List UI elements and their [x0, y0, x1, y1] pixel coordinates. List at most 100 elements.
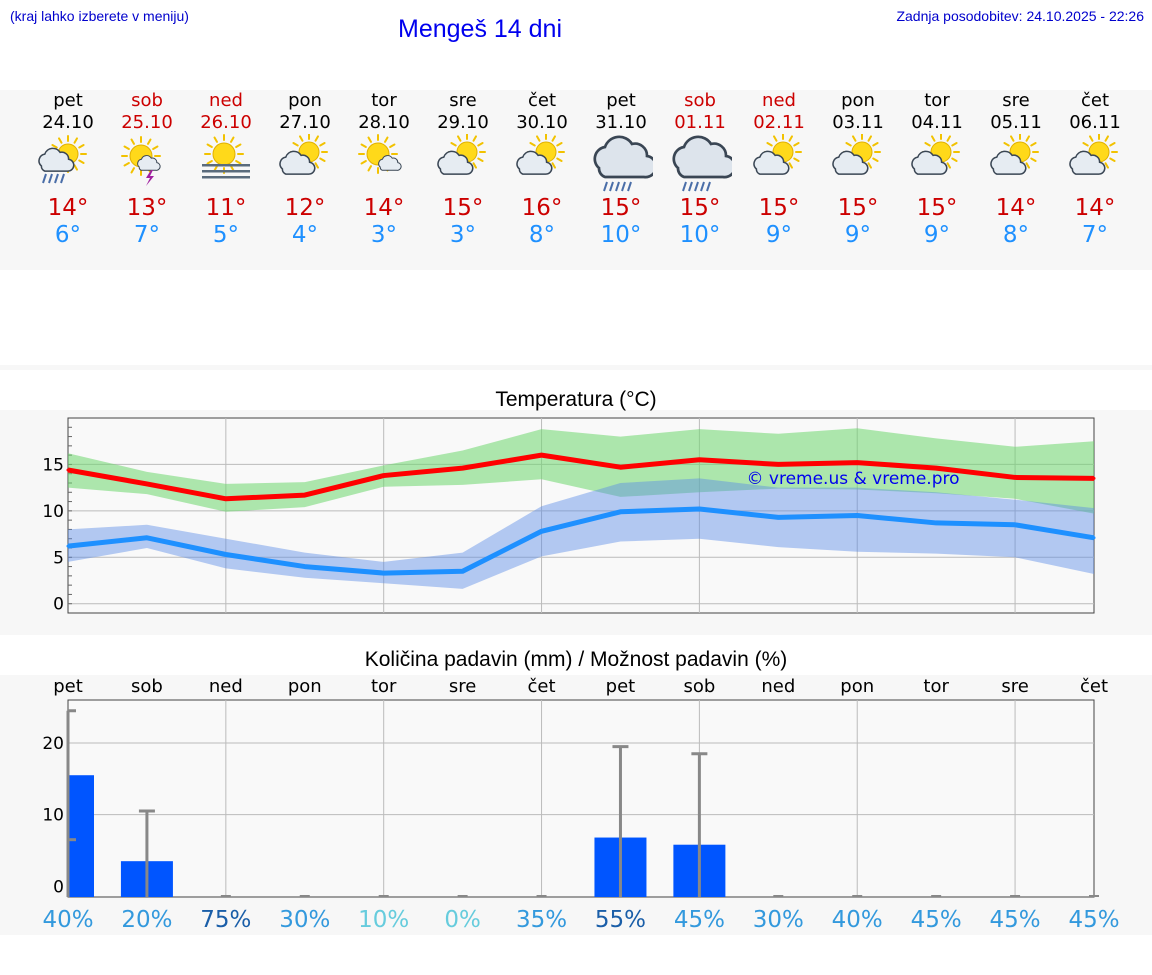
x-day-label: čet: [528, 676, 556, 697]
min-temp: 9°: [844, 222, 872, 248]
max-temp: 12°: [284, 195, 326, 221]
min-temp: 7°: [133, 222, 161, 248]
max-temp: 15°: [600, 195, 642, 221]
day-column: pet 31.10 15° 10°: [581, 90, 661, 248]
min-temp-point: [934, 521, 938, 525]
min-temp-point: [618, 510, 622, 514]
page-title: Mengeš 14 dni: [398, 15, 563, 43]
x-day-label: pon: [840, 676, 874, 697]
day-name: sre: [449, 90, 477, 111]
day-date: 30.10: [516, 112, 568, 133]
cloud-rain-icon: [660, 134, 740, 194]
max-temp: 15°: [837, 195, 879, 221]
max-temp-point: [461, 466, 465, 470]
day-name: pet: [53, 90, 83, 111]
x-day-label: sob: [131, 676, 163, 697]
day-date: 25.10: [121, 112, 173, 133]
max-temp-line: [67, 452, 1095, 502]
max-temp-point: [224, 497, 228, 501]
x-day-label: sob: [683, 676, 715, 697]
x-day-label: sre: [1001, 676, 1028, 697]
day-date: 06.11: [1069, 112, 1121, 133]
day-date: 27.10: [279, 112, 331, 133]
x-day-label: čet: [1080, 676, 1108, 697]
x-day-label: sre: [449, 676, 476, 697]
day-date: 28.10: [358, 112, 410, 133]
day-date: 04.11: [911, 112, 963, 133]
sun-cloud-icon: [832, 134, 881, 175]
day-name: pon: [288, 90, 322, 111]
min-temp: 7°: [1081, 222, 1109, 248]
precip-probability: 45%: [911, 907, 962, 933]
x-day-label: tor: [923, 676, 949, 697]
sun-shape: [204, 134, 244, 174]
max-temp-point: [1092, 476, 1096, 480]
day-column: ned 26.10 11° 5°: [186, 90, 266, 248]
max-temp: 14°: [363, 195, 405, 221]
day-name: sob: [131, 90, 163, 111]
max-temp-point: [303, 493, 307, 497]
day-name: pon: [841, 90, 875, 111]
day-column: pet 24.10 14° 6°: [28, 90, 108, 248]
cloud-rain-icon: [581, 134, 661, 194]
cloud-rain-icon: [593, 135, 653, 192]
max-temp-point: [697, 458, 701, 462]
day-date: 24.10: [42, 112, 94, 133]
min-temp: 8°: [528, 222, 556, 248]
min-temp: 10°: [600, 222, 642, 248]
day-column: čet 30.10 16° 8°: [502, 90, 582, 248]
x-day-label: pet: [53, 676, 83, 697]
temperature-chart: 0 5 10 15 © vreme.us & vreme.pro: [42, 417, 1096, 615]
day-name: sre: [1002, 90, 1030, 111]
min-temp: 5°: [212, 222, 240, 248]
sun-cloud-icon: [897, 134, 977, 194]
precip-probability: 10%: [358, 907, 409, 933]
min-temp-point: [303, 565, 307, 569]
max-temp: 15°: [916, 195, 958, 221]
min-temp: 10°: [679, 222, 721, 248]
max-temp-point: [66, 468, 70, 472]
sun-cloud-icon: [437, 134, 486, 175]
precip-bar: [68, 775, 94, 897]
sun-cloud-icon: [516, 134, 565, 175]
watermark: © vreme.us & vreme.pro: [746, 469, 959, 489]
temp-chart-title: Temperatura (°C): [495, 388, 657, 411]
y-tick-label: 10: [42, 502, 64, 522]
sun-cloud-icon: [911, 134, 960, 175]
cloud-shape: [437, 150, 474, 175]
sun-small-cloud-icon: [344, 134, 424, 194]
max-temp-point: [1013, 475, 1017, 479]
sun-cloud-rain-icon: [28, 134, 108, 194]
min-temp: 6°: [54, 222, 82, 248]
max-temp: 14°: [995, 195, 1037, 221]
day-column: tor 28.10 14° 3°: [344, 90, 424, 248]
sun-small-cloud-icon: [358, 134, 402, 174]
x-day-label: pon: [288, 676, 322, 697]
sun-cloud-icon: [976, 134, 1056, 194]
forecast-day-row: pet 24.10 14° 6° sob 25.10 13° 7° ned 26.10 11° 5° p…: [0, 90, 1152, 250]
max-temp: 11°: [205, 195, 247, 221]
x-day-label: tor: [371, 676, 397, 697]
cloud-shape: [1069, 150, 1106, 175]
y-tick-label: 20: [42, 734, 64, 754]
cloud-shape: [911, 150, 948, 175]
max-temp-point: [934, 466, 938, 470]
sun-thunder-icon: [107, 134, 187, 194]
day-column: pon 03.11 15° 9°: [818, 90, 898, 248]
min-temp-point: [855, 514, 859, 517]
sun-cloud-icon: [265, 134, 345, 194]
max-temp: 15°: [442, 195, 484, 221]
day-date: 29.10: [437, 112, 489, 133]
min-temp: 9°: [923, 222, 951, 248]
cloud-shape: [593, 135, 653, 179]
day-name: tor: [924, 90, 950, 111]
max-temp: 15°: [679, 195, 721, 221]
day-column: sob 01.11 15° 10°: [660, 90, 740, 248]
min-temp-point: [382, 571, 386, 575]
precip-probability: 75%: [200, 907, 251, 933]
cloud-shape: [378, 155, 402, 171]
cloud-shape: [832, 150, 869, 175]
sun-cloud-icon: [1069, 134, 1118, 175]
day-column: ned 02.11 15° 9°: [739, 90, 819, 248]
precip-probability: 55%: [595, 907, 646, 933]
